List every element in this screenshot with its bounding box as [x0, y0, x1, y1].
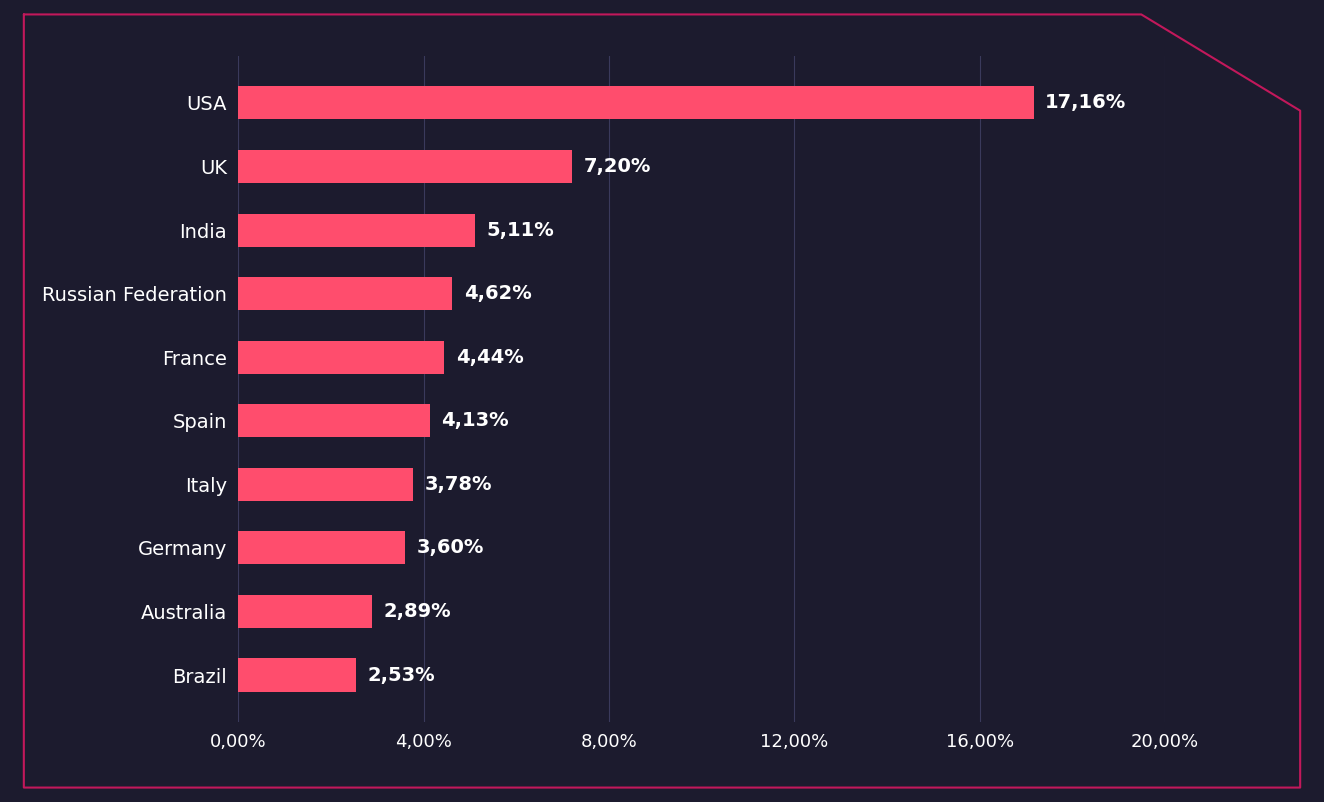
Text: 3,60%: 3,60% — [417, 538, 485, 557]
Bar — [238, 532, 405, 565]
Bar — [238, 341, 444, 374]
Bar — [238, 87, 1034, 119]
Text: 2,53%: 2,53% — [367, 666, 434, 685]
Bar — [238, 404, 430, 437]
Bar — [238, 277, 453, 310]
Bar — [238, 150, 572, 183]
Bar — [238, 595, 372, 628]
Bar — [238, 213, 475, 246]
Text: 3,78%: 3,78% — [425, 475, 493, 494]
Text: 17,16%: 17,16% — [1045, 93, 1127, 112]
Text: 4,62%: 4,62% — [463, 284, 532, 303]
Text: 2,89%: 2,89% — [384, 602, 451, 621]
Text: 5,11%: 5,11% — [487, 221, 555, 240]
Text: 7,20%: 7,20% — [584, 157, 651, 176]
Bar — [238, 468, 413, 500]
Bar — [238, 658, 356, 691]
Text: 4,44%: 4,44% — [455, 348, 523, 367]
Text: 4,13%: 4,13% — [441, 411, 508, 430]
